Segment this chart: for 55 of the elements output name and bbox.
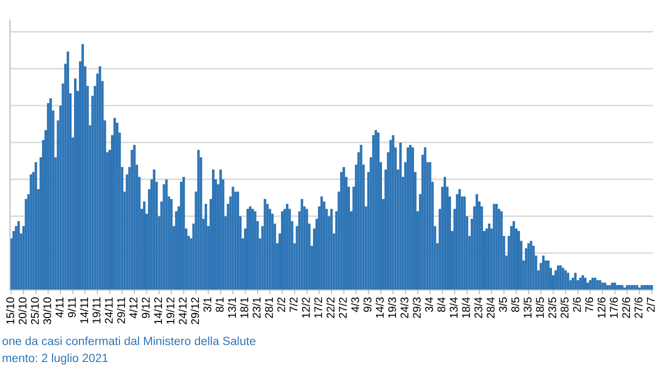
x-tick-label: 20/10	[18, 297, 27, 324]
x-tick-label: 22/6	[622, 297, 630, 318]
x-tick-label: 4/12	[129, 298, 138, 318]
x-tick-label: 3/5	[498, 297, 507, 312]
x-tick-label: 7/6	[585, 297, 594, 312]
x-tick-label: 25/10	[30, 297, 39, 324]
x-tick-label: 14/11	[80, 297, 88, 324]
x-tick-label: 29/11	[116, 297, 126, 324]
x-tick-label: 13/5	[523, 297, 532, 318]
x-tick-label: 13/4	[450, 297, 458, 318]
x-tick-label: 19/12	[166, 298, 174, 324]
x-tick-label: 2/6	[572, 297, 581, 312]
x-tick-label: 18/4	[462, 297, 470, 318]
x-tick-label: 14/3	[376, 297, 384, 318]
x-tick-label: 27/6	[634, 297, 642, 318]
x-tick-label: 30/10	[43, 297, 52, 324]
x-tick-label: 18/1	[240, 297, 248, 318]
x-tick-label: 14/12	[154, 298, 162, 324]
x-tick-label: 4/3	[350, 297, 360, 312]
x-tick-label: 2/2	[277, 298, 286, 312]
x-tick-label: 28/1	[264, 297, 273, 318]
text: one da casi confermati dal Ministero della Salute	[2, 336, 256, 346]
x-tick-label: 22/2	[326, 298, 334, 318]
x-tick-label: 27/2	[338, 298, 347, 318]
x-tick-label: 7/2	[289, 298, 298, 312]
x-tick-label: 9/3	[363, 297, 372, 312]
x-tick-label: 9/11	[68, 297, 76, 318]
x-tick-label: 8/1	[215, 297, 224, 312]
x-tick-label: 8/5	[511, 297, 520, 312]
x-tick-label: 23/5	[548, 297, 556, 318]
x-tick-label: 13/1	[228, 297, 236, 318]
x-tick-label: 2/7	[646, 298, 655, 312]
x-tick-label: 24/3	[400, 297, 408, 318]
x-tick-label: 24/11	[104, 297, 113, 324]
x-tick-label: 12/2	[302, 298, 310, 318]
x-tick-label: 24/12	[178, 298, 187, 324]
x-tick-label: 3/4	[424, 297, 434, 312]
x-tick-label: 19/11	[92, 297, 100, 324]
text: mento: 2 luglio 2021	[2, 353, 108, 365]
x-tick-label: 28/4	[486, 297, 495, 318]
x-tick-label: 19/3	[388, 297, 396, 318]
x-tick-label: 9/12	[142, 298, 150, 318]
x-tick-label: 17/6	[610, 297, 618, 318]
x-tick-label: 12/6	[597, 297, 606, 318]
x-tick-label: 3/1	[203, 297, 212, 312]
x-tick-label: 23/1	[252, 297, 261, 318]
x-tick-label: 4/11	[55, 297, 64, 318]
x-tick-label: 29/3	[412, 297, 421, 318]
x-tick-label: 18/5	[536, 297, 544, 318]
x-tick-label: 23/4	[474, 297, 482, 318]
x-tick-label: 17/2	[314, 298, 322, 318]
x-tick-label: 15/10	[6, 297, 14, 324]
x-tick-label: 8/4	[437, 297, 446, 312]
x-tick-label: 28/5	[560, 297, 569, 318]
x-tick-label: 29/12	[190, 298, 199, 324]
